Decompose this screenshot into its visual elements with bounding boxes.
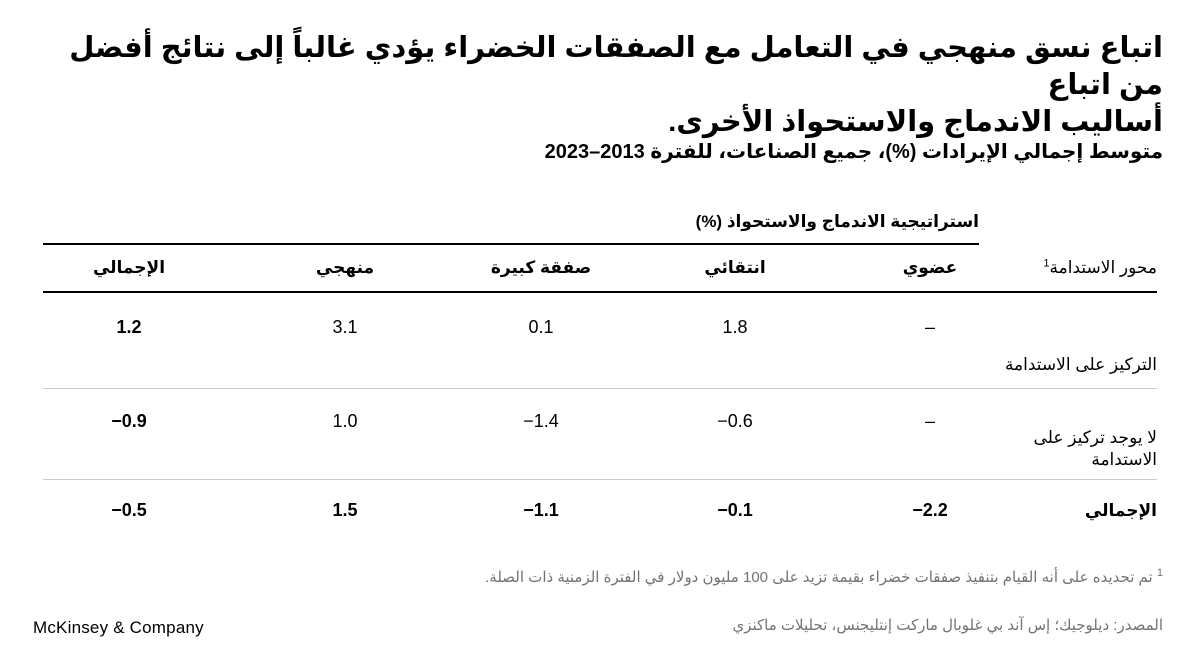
table-cell: – [924, 317, 935, 337]
row-label: لا يوجد تركيز على الاستدامة [1033, 428, 1157, 469]
source-line: المصدر: ديلوجيك؛ إس آند بي غلوبال ماركت … [732, 617, 1163, 634]
column-header: صفقة كبيرة [490, 258, 592, 277]
data-table: استراتيجية الاندماج والاستحواذ (%) محور … [43, 210, 1157, 542]
footnote-reference-mark: 1 [1043, 257, 1050, 270]
table-cell: 1.0 [332, 411, 358, 431]
table-cell-total: −0.1 [717, 500, 753, 520]
column-header: انتقائي [704, 258, 766, 277]
column-header: عضوي [902, 258, 958, 277]
table-cell-total: 1.2 [116, 317, 142, 337]
table-cell-total: 1.5 [332, 500, 358, 520]
table-cell: – [924, 411, 935, 431]
column-header: الإجمالي [92, 258, 166, 277]
page-subtitle: متوسط إجمالي الإيرادات (%)، جميع الصناعا… [544, 141, 1163, 163]
row-label: التركيز على الاستدامة [1004, 355, 1157, 374]
row-dimension-header: محور الاستدامة1 [997, 258, 1157, 278]
page-title: اتباع نسق منهجي في التعامل مع الصفقات ال… [40, 30, 1163, 141]
column-group-header: استراتيجية الاندماج والاستحواذ (%) [43, 210, 979, 245]
table-row: التركيز على الاستدامة – 1.8 0.1 3.1 1.2 [43, 293, 1157, 389]
column-header: منهجي [315, 258, 375, 277]
table-cell: 1.8 [722, 317, 748, 337]
table-cell: 0.1 [528, 317, 554, 337]
row-dimension-label: محور الاستدامة [1049, 258, 1157, 277]
table-cell-total: −0.9 [111, 411, 147, 431]
table-cell-total: −1.1 [523, 500, 559, 520]
footnote: 1 تم تحديده على أنه القيام بتنفيذ صفقات … [485, 567, 1163, 587]
table-cell-total: −2.2 [912, 500, 948, 520]
mckinsey-logo: McKinsey & Company [33, 618, 204, 637]
page-title-line-1: اتباع نسق منهجي في التعامل مع الصفقات ال… [69, 32, 1163, 101]
table-cell: 3.1 [332, 317, 358, 337]
table-cell-total: −0.5 [111, 500, 147, 520]
table-row: لا يوجد تركيز على الاستدامة – −0.6 −1.4 … [43, 389, 1157, 480]
footnote-text: تم تحديده على أنه القيام بتنفيذ صفقات خض… [485, 569, 1153, 586]
table-cell: −0.6 [717, 411, 753, 431]
table-cell: −1.4 [523, 411, 559, 431]
row-label-total: الإجمالي [1084, 501, 1157, 520]
footnote-marker: 1 [1156, 567, 1163, 579]
table-header-row: محور الاستدامة1 عضوي انتقائي صفقة كبيرة … [43, 245, 1157, 293]
table-row-total: الإجمالي −2.2 −0.1 −1.1 1.5 −0.5 [43, 480, 1157, 542]
page-title-line-2: أساليب الاندماج والاستحواذ الأخرى. [668, 106, 1163, 138]
